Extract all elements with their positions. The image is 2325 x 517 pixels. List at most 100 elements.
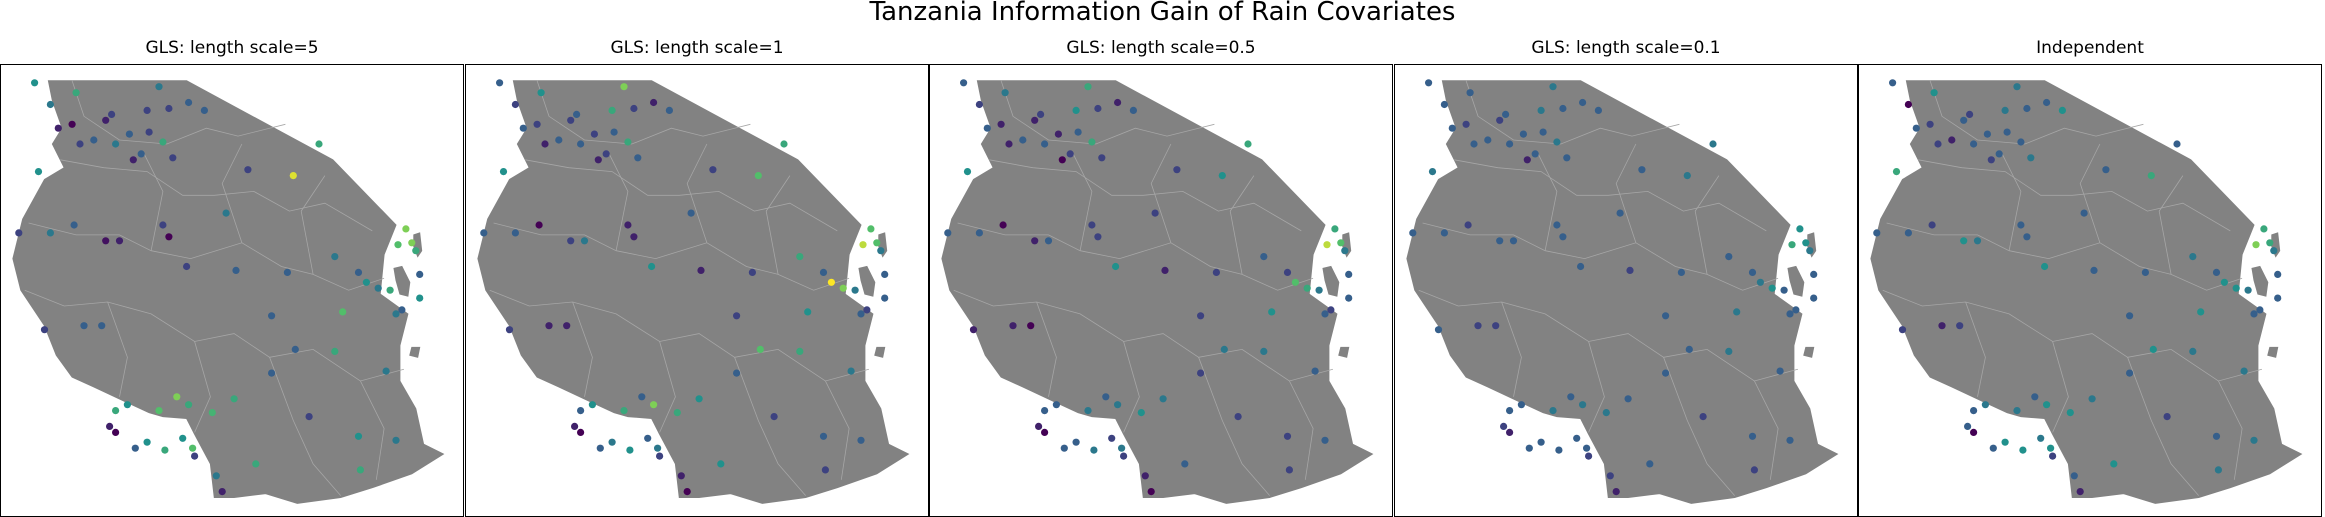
- station-point: [1197, 369, 1205, 377]
- zanzibar-island: [1787, 265, 1805, 297]
- region-border: [221, 143, 243, 243]
- station-point: [626, 446, 634, 454]
- station-point: [677, 472, 685, 480]
- station-point: [1285, 466, 1293, 474]
- station-point: [1577, 262, 1585, 271]
- station-point: [1500, 422, 1508, 430]
- station-point: [1792, 306, 1800, 314]
- station-point: [1725, 253, 1733, 261]
- station-point: [1626, 266, 1634, 274]
- station-point: [1956, 322, 1964, 330]
- station-point: [2212, 268, 2221, 276]
- station-point: [1555, 446, 1563, 454]
- station-point: [1898, 326, 1907, 334]
- station-point: [416, 270, 424, 278]
- station-point: [159, 221, 167, 229]
- station-point: [394, 241, 402, 249]
- station-point: [1594, 106, 1602, 114]
- station-point: [1341, 247, 1349, 255]
- station-point: [2090, 266, 2098, 274]
- country-outline: [12, 80, 445, 504]
- station-point: [382, 367, 390, 375]
- station-point: [1425, 79, 1433, 87]
- station-point: [2266, 239, 2274, 247]
- station-point: [1212, 268, 1220, 276]
- region-border: [107, 301, 128, 397]
- station-point: [2212, 432, 2221, 440]
- station-point: [1904, 100, 1912, 109]
- station-point: [1094, 104, 1102, 113]
- region-border: [489, 289, 870, 382]
- station-point: [620, 83, 628, 91]
- station-point: [1748, 268, 1757, 276]
- station-point: [2214, 466, 2222, 474]
- region-border: [269, 357, 342, 496]
- station-point: [588, 401, 596, 409]
- station-point: [331, 347, 339, 355]
- station-point: [1484, 136, 1492, 144]
- station-point: [2149, 345, 2157, 353]
- station-point: [1549, 407, 1557, 415]
- station-point: [1506, 140, 1514, 148]
- station-point: [969, 326, 978, 334]
- station-point: [1218, 172, 1226, 180]
- station-point: [1964, 422, 1972, 430]
- station-point: [2013, 83, 2021, 91]
- region-border: [525, 159, 838, 232]
- station-point: [2058, 106, 2066, 114]
- station-point: [212, 472, 220, 480]
- station-point: [354, 268, 363, 276]
- station-point: [1786, 436, 1794, 444]
- panel-title-4: GLS: length scale=0.1: [1531, 38, 1721, 58]
- station-point: [106, 422, 114, 430]
- station-point: [2252, 241, 2260, 249]
- station-point: [1052, 401, 1060, 409]
- station-point: [2274, 270, 2282, 278]
- station-point: [354, 432, 363, 440]
- station-point: [54, 124, 62, 132]
- station-point: [1428, 168, 1437, 176]
- region-border: [2052, 341, 2069, 433]
- station-point: [305, 413, 313, 421]
- station-point: [2173, 140, 2181, 148]
- station-point: [1137, 409, 1145, 417]
- region-border: [536, 80, 751, 145]
- station-point: [1037, 110, 1045, 118]
- country-outline: [1406, 80, 1839, 504]
- country-outline: [1870, 80, 2303, 504]
- station-point: [244, 166, 252, 174]
- station-point: [1084, 83, 1092, 91]
- station-point: [98, 322, 106, 330]
- station-point: [796, 347, 804, 355]
- region-border: [1465, 80, 1680, 145]
- region-border: [1588, 341, 1605, 433]
- station-point: [1173, 166, 1181, 174]
- station-point: [1616, 209, 1624, 217]
- station-point: [630, 233, 638, 241]
- station-point: [2017, 138, 2025, 146]
- station-point: [2163, 413, 2171, 421]
- zanzibar-island: [858, 265, 876, 297]
- station-point: [2017, 221, 2025, 229]
- station-point: [1573, 434, 1581, 442]
- station-point: [161, 446, 169, 454]
- station-point: [695, 395, 703, 403]
- station-point: [1553, 221, 1561, 229]
- station-point: [112, 407, 120, 415]
- station-point: [408, 239, 416, 247]
- region-border: [360, 380, 385, 480]
- station-point: [72, 89, 80, 97]
- region-border: [989, 159, 1302, 232]
- station-point: [1502, 110, 1510, 118]
- station-point: [1094, 233, 1102, 241]
- station-point: [1074, 128, 1082, 136]
- station-point: [1161, 266, 1169, 274]
- station-point: [1567, 393, 1575, 401]
- station-point: [268, 369, 276, 377]
- station-point: [2023, 233, 2031, 241]
- station-point: [165, 233, 173, 241]
- region-border: [1882, 289, 2263, 382]
- station-point: [665, 106, 673, 114]
- station-point: [1031, 237, 1039, 245]
- region-border: [1918, 159, 2231, 232]
